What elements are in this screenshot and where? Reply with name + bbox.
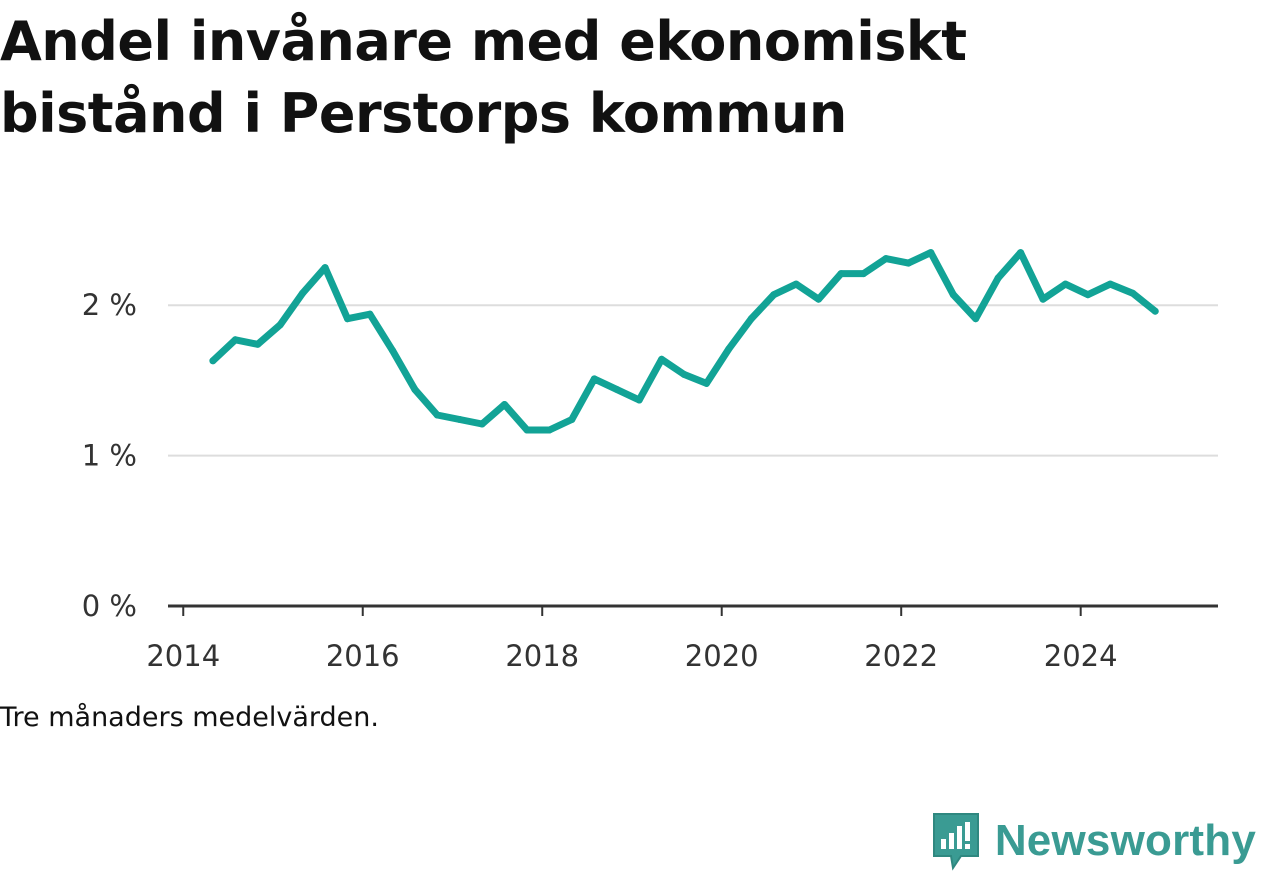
x-axis: 2014 2016 2018 2020 2022 2024 bbox=[146, 604, 1218, 673]
data-point bbox=[927, 249, 935, 257]
data-point bbox=[231, 336, 239, 344]
data-point bbox=[411, 385, 419, 393]
data-point bbox=[703, 379, 710, 387]
newsworthy-logo-icon bbox=[932, 813, 979, 871]
line-chart: 0 % 1 % 2 % 2014 2016 2018 2020 2022 2024 bbox=[82, 249, 1218, 673]
data-point bbox=[972, 315, 980, 323]
data-point bbox=[1061, 280, 1069, 288]
y-tick-label: 2 % bbox=[82, 288, 137, 322]
y-axis-tick-labels: 0 % 1 % 2 % bbox=[82, 288, 137, 623]
data-point bbox=[590, 375, 598, 383]
data-point bbox=[501, 401, 508, 408]
data-point bbox=[1129, 289, 1137, 297]
data-point bbox=[815, 295, 823, 303]
data-point bbox=[568, 416, 576, 423]
data-point bbox=[1106, 280, 1114, 288]
data-point bbox=[680, 370, 688, 378]
chart-note: Tre månaders medelvärden. bbox=[0, 702, 379, 733]
data-point bbox=[545, 426, 553, 434]
series-line bbox=[209, 249, 1159, 434]
data-point bbox=[613, 385, 621, 393]
data-point bbox=[321, 264, 329, 272]
data-point bbox=[635, 396, 643, 404]
data-point bbox=[837, 270, 845, 278]
x-tick-label: 2022 bbox=[864, 639, 938, 673]
data-point bbox=[276, 321, 284, 329]
data-point bbox=[209, 357, 217, 365]
data-point bbox=[299, 289, 307, 297]
data-point bbox=[344, 315, 351, 323]
data-point bbox=[456, 416, 464, 423]
brand-logo: Newsworthy bbox=[931, 811, 1256, 871]
data-point bbox=[254, 340, 262, 348]
x-tick-label: 2014 bbox=[146, 639, 220, 673]
data-point bbox=[725, 345, 733, 353]
data-point bbox=[882, 255, 890, 263]
data-series bbox=[209, 249, 1159, 434]
x-tick-label: 2024 bbox=[1044, 639, 1118, 673]
data-point bbox=[478, 420, 486, 428]
x-tick-label: 2020 bbox=[685, 639, 759, 673]
x-tick-label: 2016 bbox=[326, 639, 400, 673]
data-point bbox=[366, 310, 374, 318]
data-point bbox=[658, 355, 666, 363]
data-point bbox=[860, 270, 867, 278]
data-point bbox=[770, 291, 778, 299]
data-point bbox=[994, 274, 1002, 282]
data-point bbox=[388, 346, 396, 354]
x-tick-label: 2018 bbox=[505, 639, 579, 673]
data-point bbox=[904, 259, 912, 267]
brand-name: Newsworthy bbox=[994, 816, 1256, 865]
data-point bbox=[1039, 295, 1047, 303]
data-point bbox=[523, 426, 531, 434]
data-point bbox=[747, 315, 755, 323]
data-point bbox=[1017, 249, 1025, 257]
data-point bbox=[949, 291, 957, 299]
chart-title: Andel invånare med ekonomiskt bistånd i … bbox=[0, 10, 967, 145]
data-point bbox=[1084, 291, 1092, 299]
y-tick-label: 0 % bbox=[82, 589, 137, 623]
data-point bbox=[792, 280, 800, 288]
data-point bbox=[1151, 307, 1159, 315]
data-point bbox=[433, 411, 441, 419]
y-tick-label: 1 % bbox=[82, 439, 137, 473]
